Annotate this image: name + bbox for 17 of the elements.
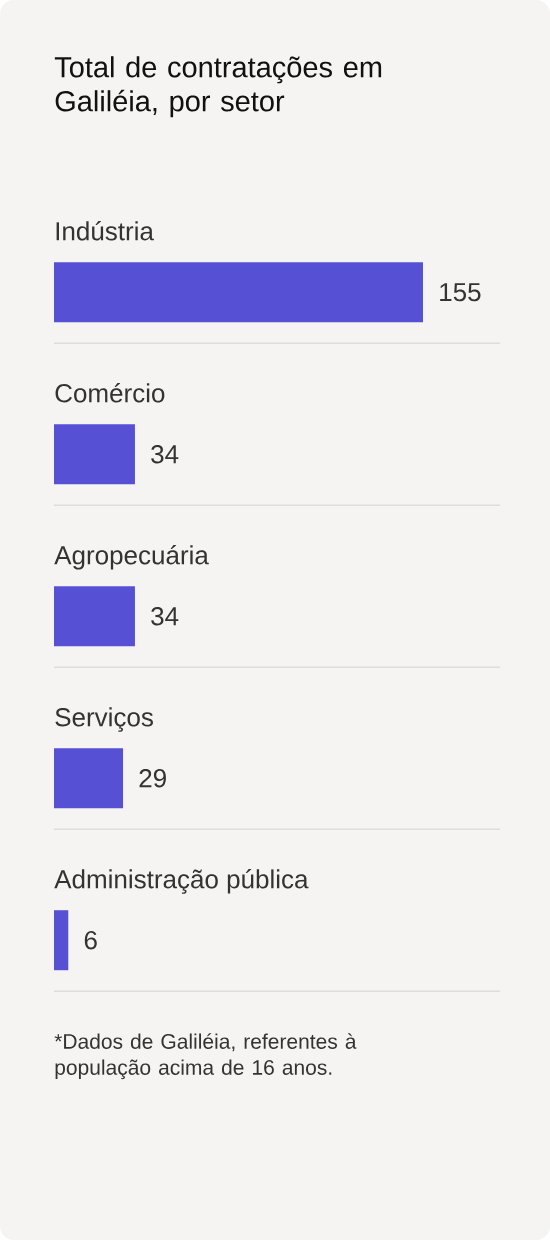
bar [54, 262, 423, 323]
bar [54, 748, 124, 809]
data-label: 34 [151, 445, 179, 464]
chart-title: Total de contratações em Galiléia, por setor [54, 56, 382, 118]
data-label: 155 [440, 283, 481, 302]
data-label: 34 [151, 607, 179, 626]
text: *Dados de Galiléia, referentes à população acima de 16 anos. [54, 1033, 357, 1080]
bar [54, 424, 135, 485]
data-label: 6 [84, 931, 97, 950]
y-tick-label: Agropecuária [54, 545, 209, 570]
bar [54, 586, 135, 647]
y-tick-label: Administração pública [54, 869, 309, 894]
data-label: 29 [139, 769, 166, 788]
y-tick-label: Serviços [55, 707, 153, 732]
y-tick-label: Indústria [56, 221, 154, 241]
y-tick-label: Comércio [55, 383, 165, 403]
bar [54, 910, 69, 971]
